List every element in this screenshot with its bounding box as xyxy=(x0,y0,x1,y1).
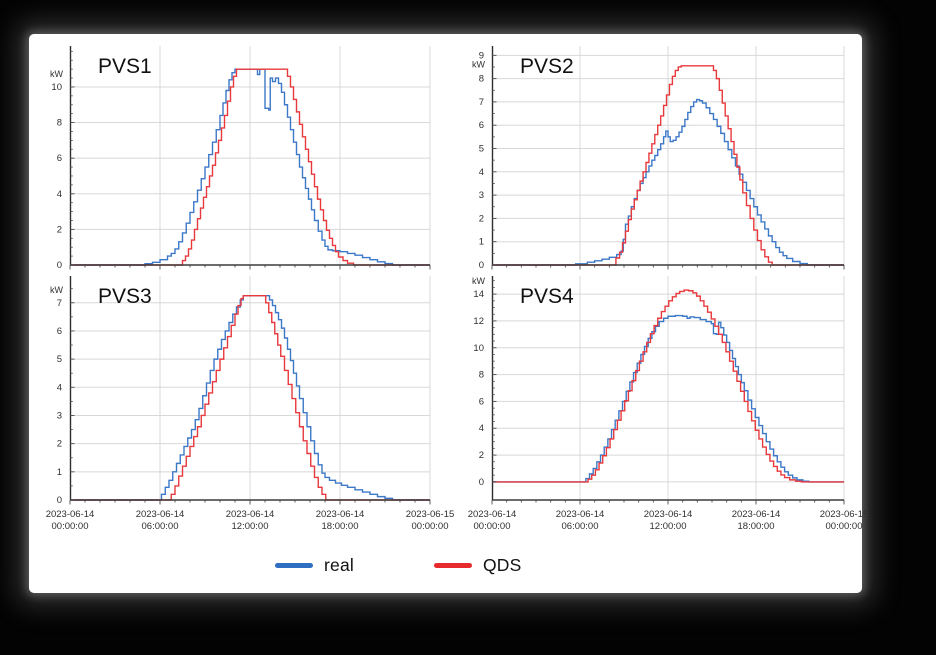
legend-swatch-qds xyxy=(433,562,472,568)
chart-pvs1: 0 2 4 6 8 10 kW PVS1 xyxy=(50,46,431,271)
y-tick-label: 6 xyxy=(57,153,62,164)
y-tick-label: 4 xyxy=(57,189,62,200)
chart-title: PVS2 xyxy=(520,55,574,78)
legend-item-real: real xyxy=(275,555,354,576)
legend-item-qds: QDS xyxy=(433,554,522,576)
x-tick-label-time: 00:00:00 xyxy=(52,521,89,532)
y-tick-label: 8 xyxy=(479,74,484,85)
y-tick-label: 6 xyxy=(479,120,484,131)
series-QDS-line xyxy=(492,289,844,483)
y-tick-label: 4 xyxy=(479,423,484,434)
y-tick-label: 7 xyxy=(479,97,484,108)
y-tick-label: 2 xyxy=(479,450,484,461)
series-QDS-line xyxy=(492,65,844,266)
x-tick-label-time: 00:00:00 xyxy=(474,521,511,532)
x-tick-label-date: 2023-06-14 xyxy=(316,509,365,520)
series-real-line xyxy=(70,68,430,266)
plot-pvs4: 02468101214kWPVS42023-06-1400:00:002023-… xyxy=(468,276,868,532)
y-tick-label: 7 xyxy=(57,298,62,309)
x-tick-label-date: 2023-06-14 xyxy=(556,509,605,520)
x-tick-label-time: 12:00:00 xyxy=(650,521,687,532)
chart-pvs3: 0 1 2 3 4 5 6 7 kW PVS3 2023-06-14 00:00:00 2023-06-… xyxy=(46,276,454,534)
y-axis-unit: kW xyxy=(472,276,486,286)
y-axis-unit: kW xyxy=(50,285,64,295)
legend-swatch-real xyxy=(275,562,313,568)
y-tick-label: 14 xyxy=(473,289,484,300)
y-axis-unit: kW xyxy=(472,59,486,69)
chart-pvs4: 0 2 4 6 8 10 12 14 kW PVS4 2023-06-14 00:00:00 2023-… xyxy=(468,276,868,534)
x-tick-label-time: 18:00:00 xyxy=(738,521,775,532)
y-tick-label: 1 xyxy=(57,467,62,478)
y-axis-unit: kW xyxy=(50,69,64,79)
chart-title: PVS4 xyxy=(520,285,574,308)
legend-label-real: real xyxy=(324,554,354,575)
x-tick-label-time: 00:00:00 xyxy=(412,521,449,532)
x-tick-label-date: 2023-06-14 xyxy=(468,509,517,520)
x-tick-label-time: 18:00:00 xyxy=(322,521,359,532)
y-tick-label: 10 xyxy=(51,82,62,93)
y-tick-label: 2 xyxy=(479,213,484,224)
chart-title: PVS3 xyxy=(98,285,152,308)
x-tick-label-date: 2023-06-14 xyxy=(136,509,185,520)
x-tick-label-date: 2023-06-14 xyxy=(644,509,693,520)
y-tick-label: 0 xyxy=(479,477,484,488)
y-tick-label: 0 xyxy=(479,260,484,271)
x-tick-label-date: 2023-06-14 xyxy=(226,509,275,520)
x-tick-label-date: 2023-06-14 xyxy=(732,509,781,520)
y-tick-label: 9 xyxy=(479,50,484,61)
y-tick-label: 5 xyxy=(479,144,484,155)
plot-pvs1: 0 2 4 6 8 10 kW PVS1 xyxy=(50,46,431,271)
y-tick-label: 2 xyxy=(57,224,62,235)
y-tick-label: 4 xyxy=(479,167,484,178)
y-tick-label: 10 xyxy=(473,343,484,354)
y-tick-label: 6 xyxy=(57,326,62,337)
x-tick-label-time: 06:00:00 xyxy=(562,521,599,532)
series-real-line xyxy=(70,295,430,501)
x-tick-label-time: 00:00:00 xyxy=(826,521,863,532)
x-tick-label-date: 2023-06-15 xyxy=(406,509,455,520)
y-tick-label: 8 xyxy=(479,370,484,381)
chart-title: PVS1 xyxy=(98,55,152,78)
chart-pvs2: 0 1 2 3 4 5 6 7 8 9 kW PVS2 xyxy=(472,46,845,271)
x-tick-label-time: 12:00:00 xyxy=(232,521,269,532)
x-tick-label-date: 2023-06-14 xyxy=(46,509,95,520)
y-tick-label: 5 xyxy=(57,354,62,365)
x-tick-label-time: 06:00:00 xyxy=(142,521,179,532)
legend: real QDS xyxy=(275,548,522,582)
y-tick-label: 6 xyxy=(479,396,484,407)
y-tick-label: 2 xyxy=(57,439,62,450)
series-QDS-line xyxy=(70,295,430,501)
plot-pvs2: 0 1 2 3 4 5 6 7 8 9kW PVS2 xyxy=(472,46,845,271)
y-tick-label: 3 xyxy=(57,410,62,421)
y-tick-label: 8 xyxy=(57,118,62,129)
series-QDS-line xyxy=(70,68,430,266)
legend-label-qds: QDS xyxy=(482,554,522,575)
y-tick-label: 3 xyxy=(479,190,484,201)
y-tick-label: 0 xyxy=(57,495,62,506)
y-tick-label: 4 xyxy=(57,382,62,393)
y-tick-label: 1 xyxy=(479,237,484,248)
x-tick-label-date: 2023-06-15 xyxy=(820,509,869,520)
y-tick-label: 0 xyxy=(57,260,62,271)
y-tick-label: 12 xyxy=(473,316,484,327)
